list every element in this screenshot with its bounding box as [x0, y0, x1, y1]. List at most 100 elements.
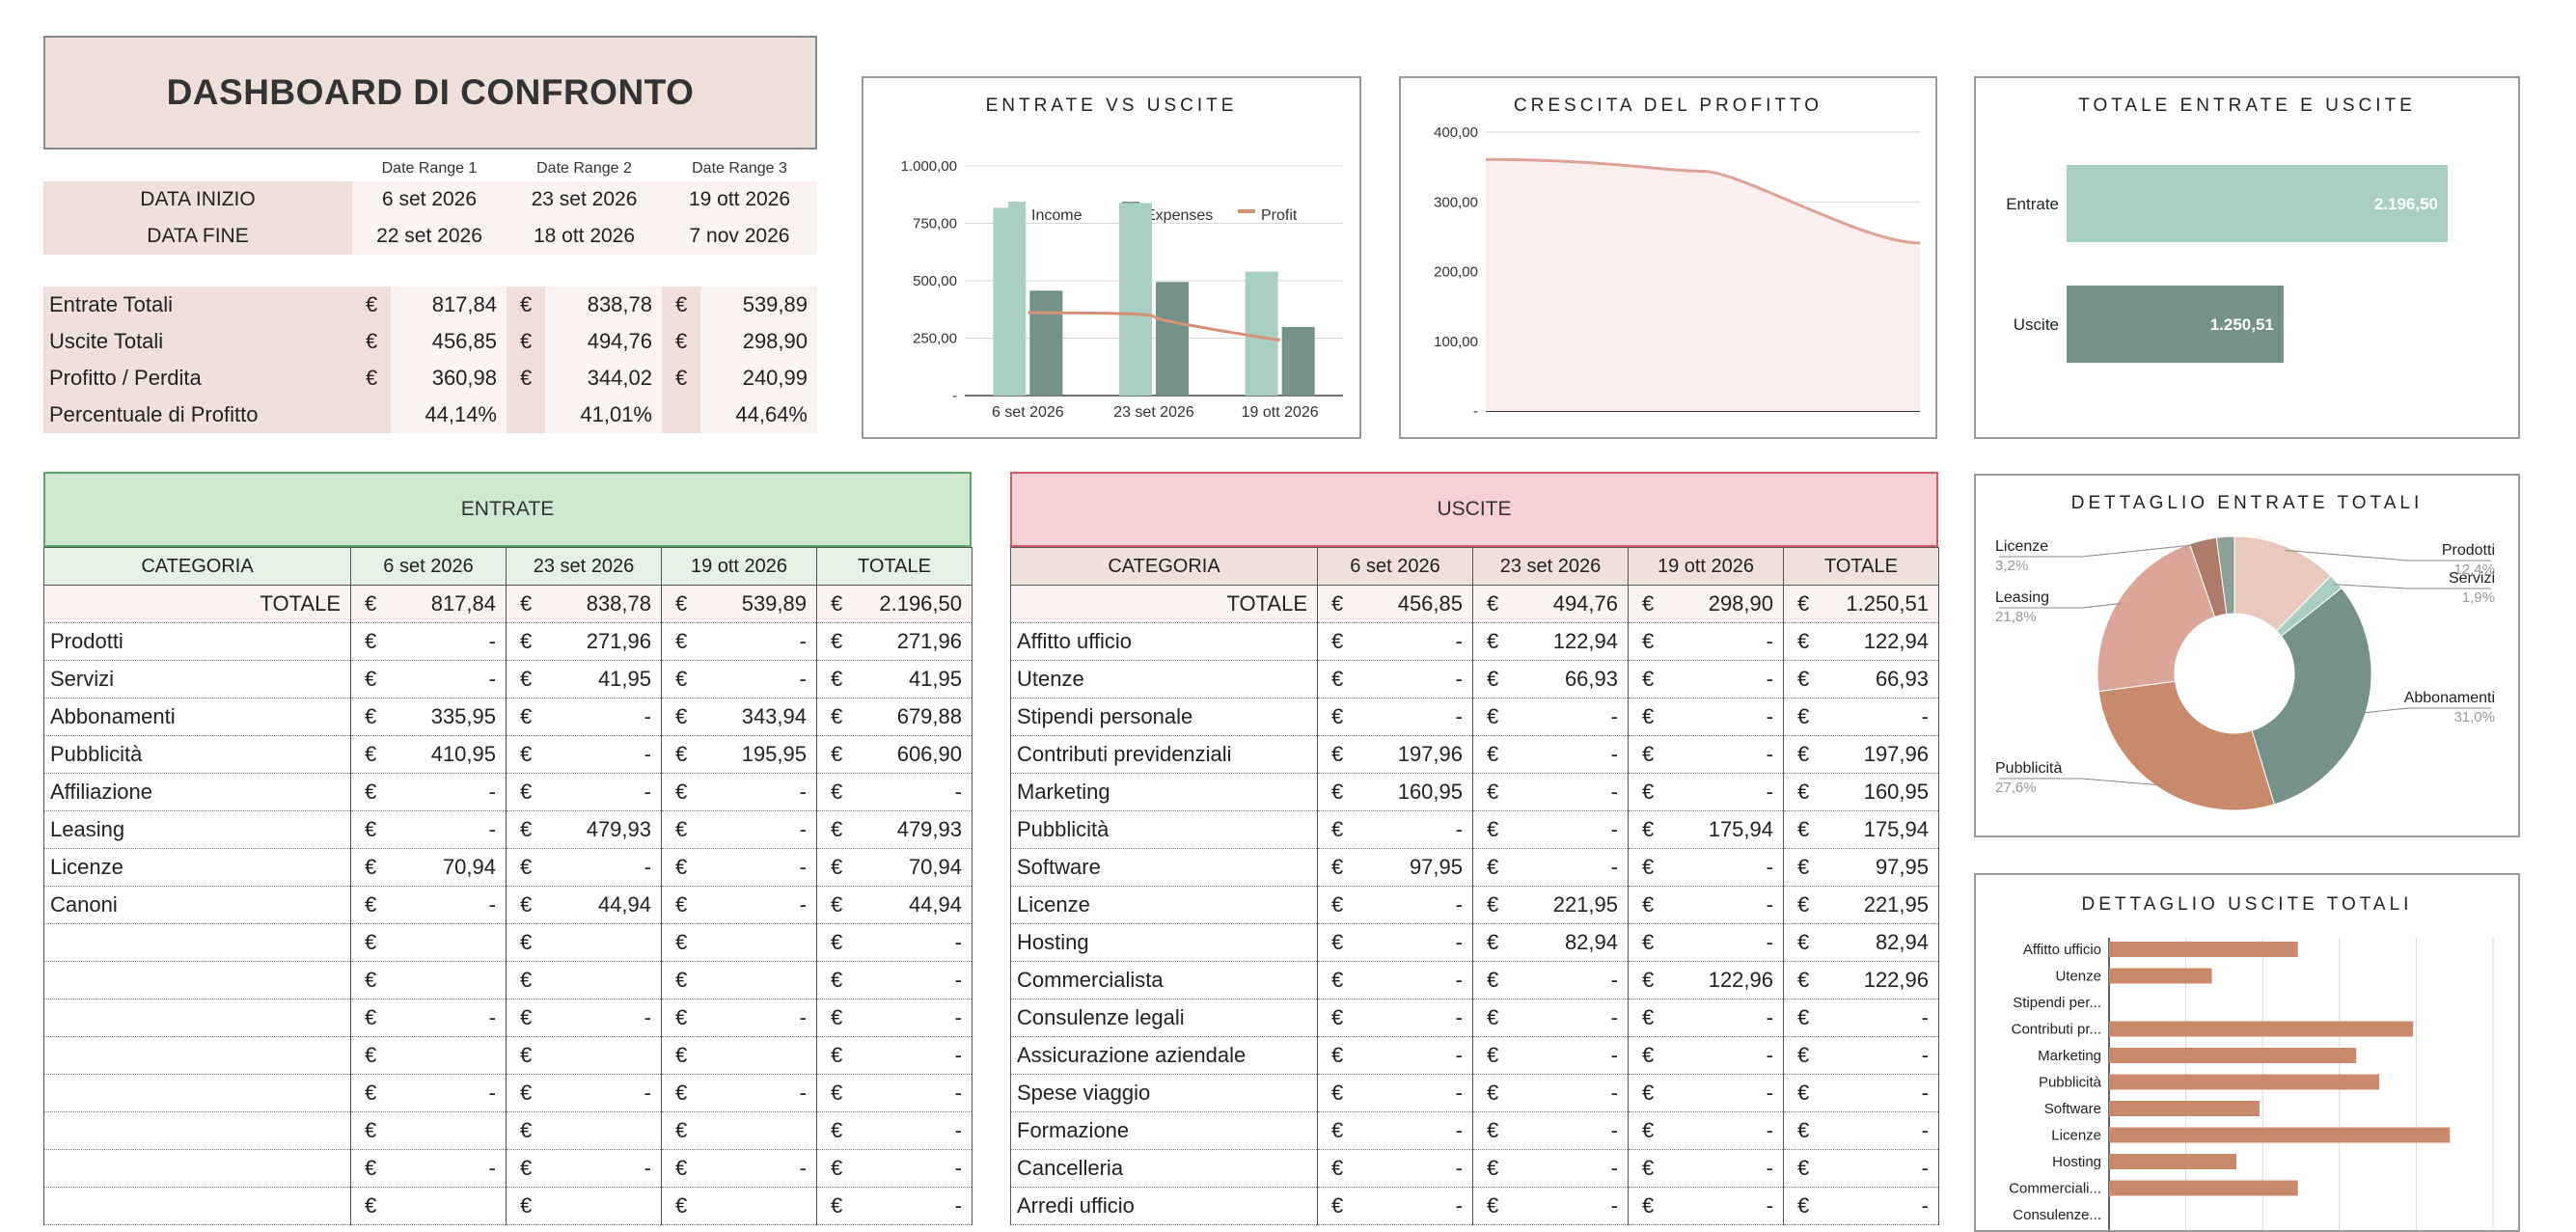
value-cell[interactable]: € -	[816, 923, 973, 962]
value-cell[interactable]: €66,93	[1472, 660, 1629, 698]
value-cell[interactable]: € -	[661, 660, 817, 698]
value-cell[interactable]: €44,94	[816, 886, 973, 924]
category-cell[interactable]: Consulenze legali	[1010, 999, 1318, 1037]
value-cell[interactable]: € -	[816, 1187, 973, 1225]
value-cell[interactable]: €97,95	[1317, 848, 1473, 887]
value-cell[interactable]: €479,93	[506, 810, 662, 849]
table-row[interactable]: Licenze € - €221,95 € - €221,95	[1010, 886, 1939, 924]
value-cell[interactable]: € -	[506, 1074, 662, 1112]
table-row[interactable]: € € € € -	[43, 1111, 973, 1150]
value-cell[interactable]: €271,96	[816, 622, 973, 661]
table-row[interactable]: Abbonamenti €335,95 € - €343,94 €679,88	[43, 698, 973, 736]
value-cell[interactable]: € -	[1783, 999, 1939, 1037]
table-row[interactable]: € € € € -	[43, 1187, 973, 1225]
table-row[interactable]: Commercialista € - € - €122,96 €122,96	[1010, 961, 1939, 999]
value-cell[interactable]: €	[350, 1036, 507, 1075]
value-cell[interactable]: € -	[1317, 698, 1473, 736]
category-cell[interactable]: Pubblicità	[43, 735, 351, 774]
value-cell[interactable]: € -	[1472, 1149, 1629, 1188]
value-cell[interactable]: € -	[816, 1149, 973, 1188]
category-cell[interactable]: Commercialista	[1010, 961, 1318, 999]
table-row[interactable]: Canoni € - €44,94 € - €44,94	[43, 886, 973, 924]
value-cell[interactable]: € -	[1317, 1187, 1473, 1225]
category-cell[interactable]: Prodotti	[43, 622, 351, 661]
category-cell[interactable]: Licenze	[43, 848, 351, 887]
value-cell[interactable]: € -	[506, 999, 662, 1037]
category-cell[interactable]: Pubblicità	[1010, 810, 1318, 849]
category-cell[interactable]: Utenze	[1010, 660, 1318, 698]
table-row[interactable]: Prodotti € - €271,96 € - €271,96	[43, 622, 973, 661]
value-cell[interactable]: € -	[350, 886, 507, 924]
value-cell[interactable]: € -	[350, 622, 507, 661]
category-cell[interactable]: Servizi	[43, 660, 351, 698]
value-cell[interactable]: € -	[1628, 886, 1784, 924]
table-row[interactable]: Leasing € - €479,93 € - €479,93	[43, 810, 973, 849]
value-cell[interactable]: € -	[661, 1074, 817, 1112]
value-cell[interactable]: € -	[1472, 735, 1629, 774]
value-cell[interactable]: €122,94	[1783, 622, 1939, 661]
table-row[interactable]: € - € - € - € -	[43, 999, 973, 1037]
category-cell[interactable]	[43, 999, 351, 1037]
value-cell[interactable]: € -	[350, 660, 507, 698]
value-cell[interactable]: €679,88	[816, 698, 973, 736]
table-row[interactable]: Utenze € - €66,93 € - €66,93	[1010, 660, 1939, 698]
value-cell[interactable]: € -	[1783, 1036, 1939, 1075]
value-cell[interactable]: € -	[350, 999, 507, 1037]
start-date-cell[interactable]: 23 set 2026	[507, 181, 662, 218]
value-cell[interactable]: €	[661, 1036, 817, 1075]
value-cell[interactable]: € -	[1472, 773, 1629, 811]
value-cell[interactable]: € -	[1317, 810, 1473, 849]
value-cell[interactable]: € -	[1628, 660, 1784, 698]
value-cell[interactable]: €	[350, 1111, 507, 1150]
table-row[interactable]: Licenze €70,94 € - € - €70,94	[43, 848, 973, 887]
value-cell[interactable]: €82,94	[1783, 923, 1939, 962]
table-row[interactable]: Pubblicità € - € - €175,94 €175,94	[1010, 810, 1939, 849]
table-row[interactable]: Affitto ufficio € - €122,94 € - €122,94	[1010, 622, 1939, 661]
table-row[interactable]: Formazione € - € - € - € -	[1010, 1111, 1939, 1150]
value-cell[interactable]: € -	[661, 886, 817, 924]
end-date-cell[interactable]: 18 ott 2026	[507, 218, 662, 255]
value-cell[interactable]: €410,95	[350, 735, 507, 774]
value-cell[interactable]: € -	[816, 961, 973, 999]
category-cell[interactable]: Assicurazione aziendale	[1010, 1036, 1318, 1075]
value-cell[interactable]: € -	[350, 773, 507, 811]
value-cell[interactable]: € -	[1317, 961, 1473, 999]
value-cell[interactable]: € -	[1628, 1111, 1784, 1150]
value-cell[interactable]: € -	[816, 999, 973, 1037]
value-cell[interactable]: € -	[1628, 735, 1784, 774]
category-cell[interactable]: Software	[1010, 848, 1318, 887]
value-cell[interactable]: €271,96	[506, 622, 662, 661]
value-cell[interactable]: €221,95	[1783, 886, 1939, 924]
value-cell[interactable]: €	[350, 923, 507, 962]
end-date-cell[interactable]: 22 set 2026	[352, 218, 507, 255]
value-cell[interactable]: €66,93	[1783, 660, 1939, 698]
value-cell[interactable]: € -	[816, 1111, 973, 1150]
value-cell[interactable]: € -	[1472, 1036, 1629, 1075]
value-cell[interactable]: €195,95	[661, 735, 817, 774]
value-cell[interactable]: € -	[506, 698, 662, 736]
table-row[interactable]: Software €97,95 € - € - €97,95	[1010, 848, 1939, 887]
table-row[interactable]: Hosting € - €82,94 € - €82,94	[1010, 923, 1939, 962]
table-row[interactable]: Affiliazione € - € - € - € -	[43, 773, 973, 811]
value-cell[interactable]: € -	[1628, 1149, 1784, 1188]
table-row[interactable]: € € € € -	[43, 1036, 973, 1075]
summary-value[interactable]: 539,89	[700, 287, 817, 323]
category-cell[interactable]	[43, 961, 351, 999]
value-cell[interactable]: € -	[816, 1074, 973, 1112]
value-cell[interactable]: €	[661, 961, 817, 999]
value-cell[interactable]: €82,94	[1472, 923, 1629, 962]
table-row[interactable]: Assicurazione aziendale € - € - € - € -	[1010, 1036, 1939, 1075]
category-cell[interactable]: Hosting	[1010, 923, 1318, 962]
table-row[interactable]: € € € € -	[43, 923, 973, 962]
value-cell[interactable]: €335,95	[350, 698, 507, 736]
value-cell[interactable]: € -	[350, 1149, 507, 1188]
value-cell[interactable]: €	[506, 923, 662, 962]
value-cell[interactable]: € -	[1783, 1149, 1939, 1188]
value-cell[interactable]: € -	[661, 773, 817, 811]
summary-value[interactable]: 44,14%	[391, 397, 507, 433]
value-cell[interactable]: € -	[1317, 999, 1473, 1037]
value-cell[interactable]: € -	[661, 810, 817, 849]
summary-value[interactable]: 298,90	[700, 323, 817, 360]
category-cell[interactable]: Leasing	[43, 810, 351, 849]
value-cell[interactable]: € -	[350, 1074, 507, 1112]
